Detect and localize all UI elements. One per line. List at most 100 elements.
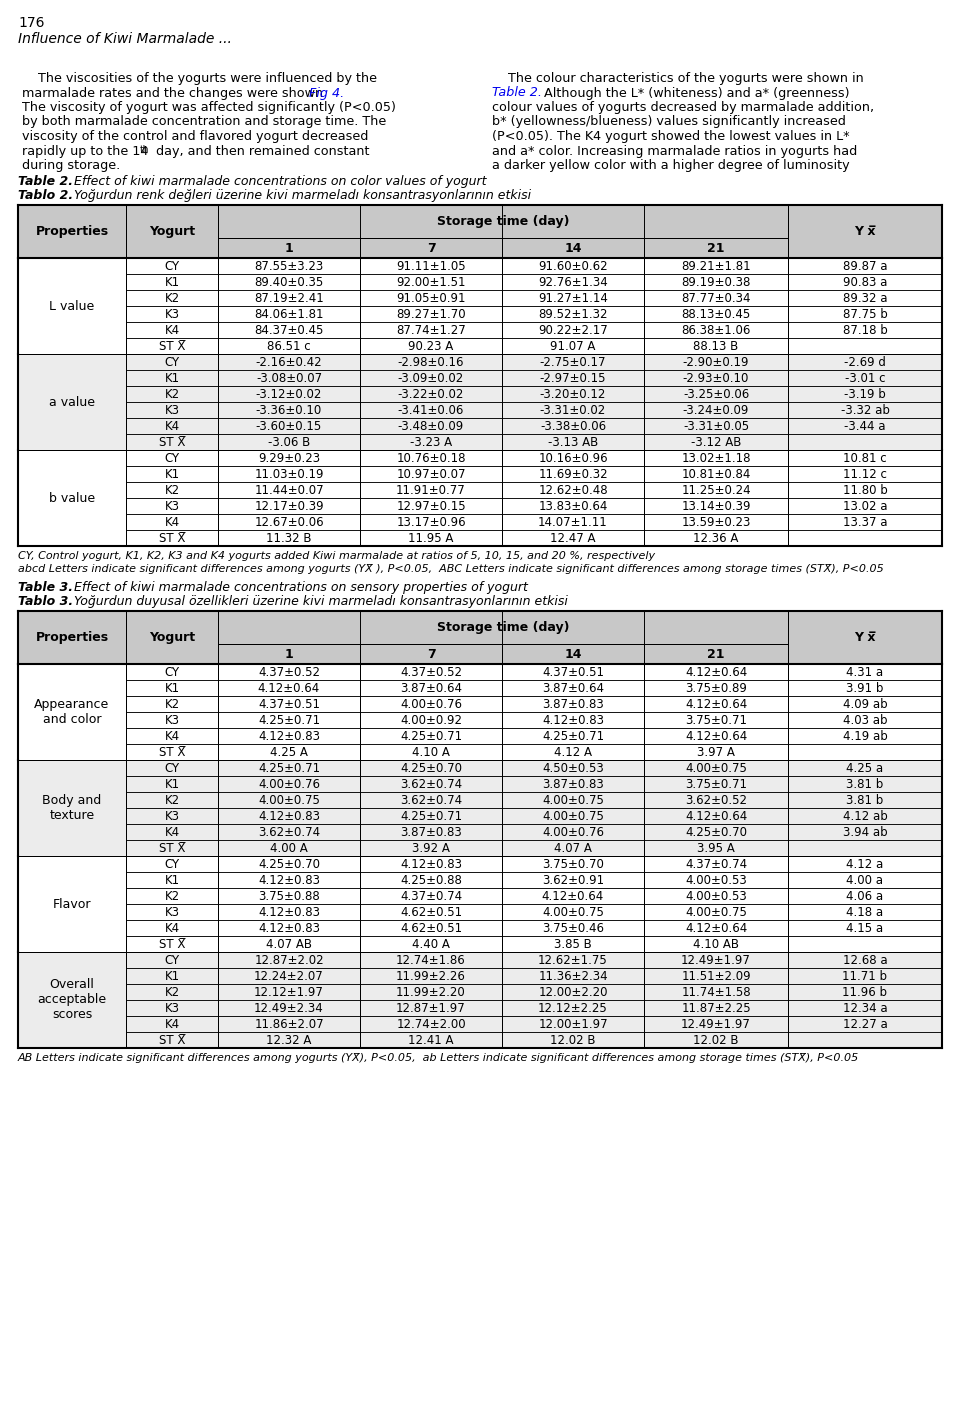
Bar: [360, 370, 502, 385]
Text: 11.25±0.24: 11.25±0.24: [682, 484, 751, 497]
Text: K4: K4: [164, 420, 180, 432]
Bar: [788, 529, 942, 547]
Bar: [644, 728, 788, 743]
Bar: [218, 434, 360, 450]
Bar: [218, 529, 360, 547]
Text: 3.87±0.83: 3.87±0.83: [542, 778, 604, 791]
Bar: [788, 761, 942, 776]
Text: K4: K4: [164, 1017, 180, 1030]
Bar: [360, 968, 502, 985]
Bar: [502, 823, 644, 841]
Text: 3.62±0.74: 3.62±0.74: [400, 778, 462, 791]
Bar: [18, 664, 126, 761]
Bar: [644, 402, 788, 418]
Text: 4.00±0.76: 4.00±0.76: [258, 778, 320, 791]
Bar: [18, 856, 126, 952]
Bar: [644, 888, 788, 903]
Bar: [218, 985, 360, 1000]
Bar: [126, 338, 218, 354]
Bar: [360, 841, 502, 856]
Text: -3.08±0.07: -3.08±0.07: [256, 371, 322, 384]
Bar: [360, 920, 502, 936]
Text: 4.25±0.71: 4.25±0.71: [400, 809, 462, 822]
Text: -2.69 d: -2.69 d: [844, 355, 886, 368]
Text: 11.99±2.26: 11.99±2.26: [396, 969, 466, 983]
Bar: [788, 792, 942, 808]
Text: 12.74±2.00: 12.74±2.00: [396, 1017, 466, 1030]
Text: abcd Letters indicate significant differences among yogurts (YX̅ ), P<0.05,  ABC: abcd Letters indicate significant differ…: [18, 564, 884, 574]
Bar: [18, 450, 126, 547]
Bar: [360, 338, 502, 354]
Text: 12.34 a: 12.34 a: [843, 1002, 887, 1015]
Text: 11.87±2.25: 11.87±2.25: [682, 1002, 751, 1015]
Text: 3.92 A: 3.92 A: [412, 842, 450, 855]
Bar: [218, 450, 360, 467]
Bar: [644, 808, 788, 823]
Text: Yoğurdun renk değleri üzerine kivi marmeladı konsantrasyonlarının etkisi: Yoğurdun renk değleri üzerine kivi marme…: [70, 188, 531, 203]
Text: b value: b value: [49, 491, 95, 505]
Bar: [218, 498, 360, 514]
Text: 10.81 c: 10.81 c: [843, 451, 887, 465]
Bar: [126, 808, 218, 823]
Bar: [644, 743, 788, 761]
Text: ST X̅: ST X̅: [158, 842, 185, 855]
Bar: [644, 274, 788, 290]
Bar: [502, 1032, 644, 1047]
Bar: [126, 434, 218, 450]
Text: 12.49±1.97: 12.49±1.97: [681, 953, 751, 966]
Bar: [788, 920, 942, 936]
Bar: [218, 354, 360, 370]
Text: 89.27±1.70: 89.27±1.70: [396, 307, 466, 321]
Text: 4.12±0.83: 4.12±0.83: [542, 714, 604, 726]
Bar: [360, 696, 502, 712]
Text: 90.22±2.17: 90.22±2.17: [539, 324, 608, 337]
Text: 4.31 a: 4.31 a: [847, 665, 883, 678]
Bar: [218, 903, 360, 920]
Text: 88.13 B: 88.13 B: [693, 340, 738, 352]
Text: 89.87 a: 89.87 a: [843, 260, 887, 273]
Text: 13.02 a: 13.02 a: [843, 499, 887, 512]
Text: 87.19±2.41: 87.19±2.41: [254, 291, 324, 304]
Text: 7: 7: [426, 648, 436, 661]
Bar: [502, 498, 644, 514]
Text: Effect of kiwi marmalade concentrations on sensory properties of yogurt: Effect of kiwi marmalade concentrations …: [70, 581, 528, 594]
Text: CY: CY: [164, 355, 180, 368]
Text: 4.12±0.64: 4.12±0.64: [258, 682, 320, 695]
Bar: [644, 258, 788, 274]
Text: 4.10 AB: 4.10 AB: [693, 938, 739, 950]
Bar: [644, 434, 788, 450]
Bar: [360, 467, 502, 482]
Bar: [644, 985, 788, 1000]
Bar: [644, 514, 788, 529]
Text: 1: 1: [284, 648, 294, 661]
Text: CY, Control yogurt, K1, K2, K3 and K4 yogurts added Kiwi marmalade at ratios of : CY, Control yogurt, K1, K2, K3 and K4 yo…: [18, 551, 655, 561]
Text: 11.91±0.77: 11.91±0.77: [396, 484, 466, 497]
Text: 13.14±0.39: 13.14±0.39: [682, 499, 751, 512]
Bar: [18, 258, 126, 354]
Bar: [788, 903, 942, 920]
Text: day, and then remained constant: day, and then remained constant: [152, 144, 370, 157]
Text: 12.68 a: 12.68 a: [843, 953, 887, 966]
Bar: [360, 258, 502, 274]
Bar: [502, 238, 644, 258]
Bar: [502, 305, 644, 323]
Text: 92.76±1.34: 92.76±1.34: [539, 275, 608, 288]
Text: K1: K1: [164, 371, 180, 384]
Text: 4.00±0.76: 4.00±0.76: [400, 698, 462, 711]
Bar: [126, 743, 218, 761]
Bar: [788, 498, 942, 514]
Text: K2: K2: [164, 291, 180, 304]
Bar: [502, 323, 644, 338]
Text: 91.05±0.91: 91.05±0.91: [396, 291, 466, 304]
Bar: [644, 450, 788, 467]
Bar: [502, 434, 644, 450]
Text: 11.69±0.32: 11.69±0.32: [539, 468, 608, 481]
Text: 4.25 A: 4.25 A: [270, 745, 308, 759]
Text: 4.06 a: 4.06 a: [847, 889, 883, 902]
Bar: [126, 354, 218, 370]
Bar: [788, 354, 942, 370]
Text: 87.74±1.27: 87.74±1.27: [396, 324, 466, 337]
Bar: [360, 385, 502, 402]
Bar: [644, 872, 788, 888]
Bar: [502, 274, 644, 290]
